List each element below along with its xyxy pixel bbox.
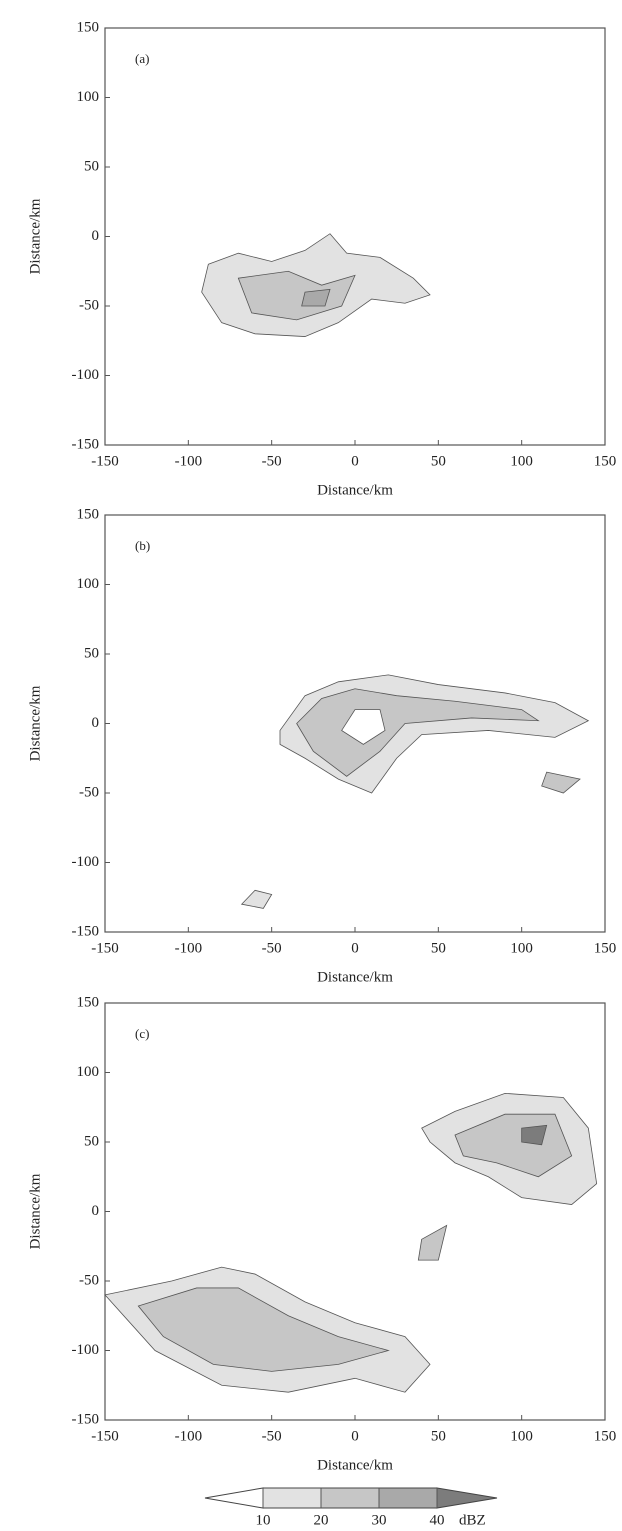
colorbar-segment xyxy=(204,1487,264,1509)
colorbar-segment xyxy=(320,1487,380,1509)
y-tick-label: 150 xyxy=(77,19,100,35)
colorbar-tick-label: 40 xyxy=(430,1512,445,1528)
x-tick-label: 150 xyxy=(594,940,617,956)
y-tick-label: 100 xyxy=(77,89,100,105)
colorbar-tick-label: 20 xyxy=(314,1512,329,1528)
plot-frame xyxy=(104,27,606,446)
echo-region xyxy=(301,288,331,307)
x-tick-label: 150 xyxy=(594,453,617,469)
y-axis-label: Distance/km xyxy=(27,198,43,274)
x-tick-label: -50 xyxy=(262,1428,282,1444)
y-tick-label: 0 xyxy=(92,1203,100,1219)
y-tick-label: -150 xyxy=(72,1411,100,1427)
x-tick-label: 50 xyxy=(431,453,446,469)
x-tick-label: -50 xyxy=(262,940,282,956)
x-tick-label: -100 xyxy=(175,1428,203,1444)
x-tick-label: -150 xyxy=(91,1428,119,1444)
x-tick-label: 0 xyxy=(351,1428,359,1444)
echo-region xyxy=(341,709,386,745)
y-tick-label: 50 xyxy=(84,645,99,661)
colorbar-unit: dBZ xyxy=(459,1512,486,1528)
echo-region xyxy=(137,1287,390,1372)
y-tick-label: -100 xyxy=(72,854,100,870)
y-tick-label: 150 xyxy=(77,994,100,1010)
panel-label: (a) xyxy=(135,51,149,66)
x-tick-label: 100 xyxy=(510,940,533,956)
echo-region xyxy=(541,771,581,794)
x-axis-label: Distance/km xyxy=(317,1457,393,1473)
x-tick-label: -100 xyxy=(175,940,203,956)
echo-region xyxy=(417,1224,448,1261)
x-tick-label: 0 xyxy=(351,453,359,469)
y-tick-label: 100 xyxy=(77,1064,100,1080)
colorbar-tick-label: 30 xyxy=(372,1512,387,1528)
colorbar-segment xyxy=(262,1487,322,1509)
y-tick-label: -150 xyxy=(72,436,100,452)
x-axis-label: Distance/km xyxy=(317,969,393,985)
y-tick-label: -50 xyxy=(79,1272,99,1288)
y-tick-label: 150 xyxy=(77,506,100,522)
y-tick-label: 0 xyxy=(92,228,100,244)
y-tick-label: -150 xyxy=(72,923,100,939)
x-tick-label: 150 xyxy=(594,1428,617,1444)
echo-region xyxy=(240,889,273,909)
y-tick-label: -50 xyxy=(79,297,99,313)
y-tick-label: 50 xyxy=(84,158,99,174)
y-tick-label: -100 xyxy=(72,367,100,383)
colorbar-segment xyxy=(436,1487,498,1509)
y-tick-label: -50 xyxy=(79,784,99,800)
y-axis-label: Distance/km xyxy=(27,1173,43,1249)
x-tick-label: -150 xyxy=(91,453,119,469)
colorbar-segment xyxy=(378,1487,438,1509)
y-tick-label: 100 xyxy=(77,576,100,592)
y-tick-label: 0 xyxy=(92,715,100,731)
echo-region xyxy=(237,270,356,321)
x-tick-label: 100 xyxy=(510,1428,533,1444)
x-tick-label: -100 xyxy=(175,453,203,469)
x-axis-label: Distance/km xyxy=(317,482,393,498)
echo-region xyxy=(521,1124,548,1146)
x-tick-label: 50 xyxy=(431,1428,446,1444)
panel-label: (b) xyxy=(135,538,150,553)
panel-label: (c) xyxy=(135,1026,149,1041)
y-tick-label: 50 xyxy=(84,1133,99,1149)
x-tick-label: 100 xyxy=(510,453,533,469)
x-tick-label: 50 xyxy=(431,940,446,956)
y-tick-label: -100 xyxy=(72,1342,100,1358)
x-tick-label: -150 xyxy=(91,940,119,956)
x-tick-label: 0 xyxy=(351,940,359,956)
y-axis-label: Distance/km xyxy=(27,685,43,761)
x-tick-label: -50 xyxy=(262,453,282,469)
colorbar-tick-label: 10 xyxy=(256,1512,271,1528)
